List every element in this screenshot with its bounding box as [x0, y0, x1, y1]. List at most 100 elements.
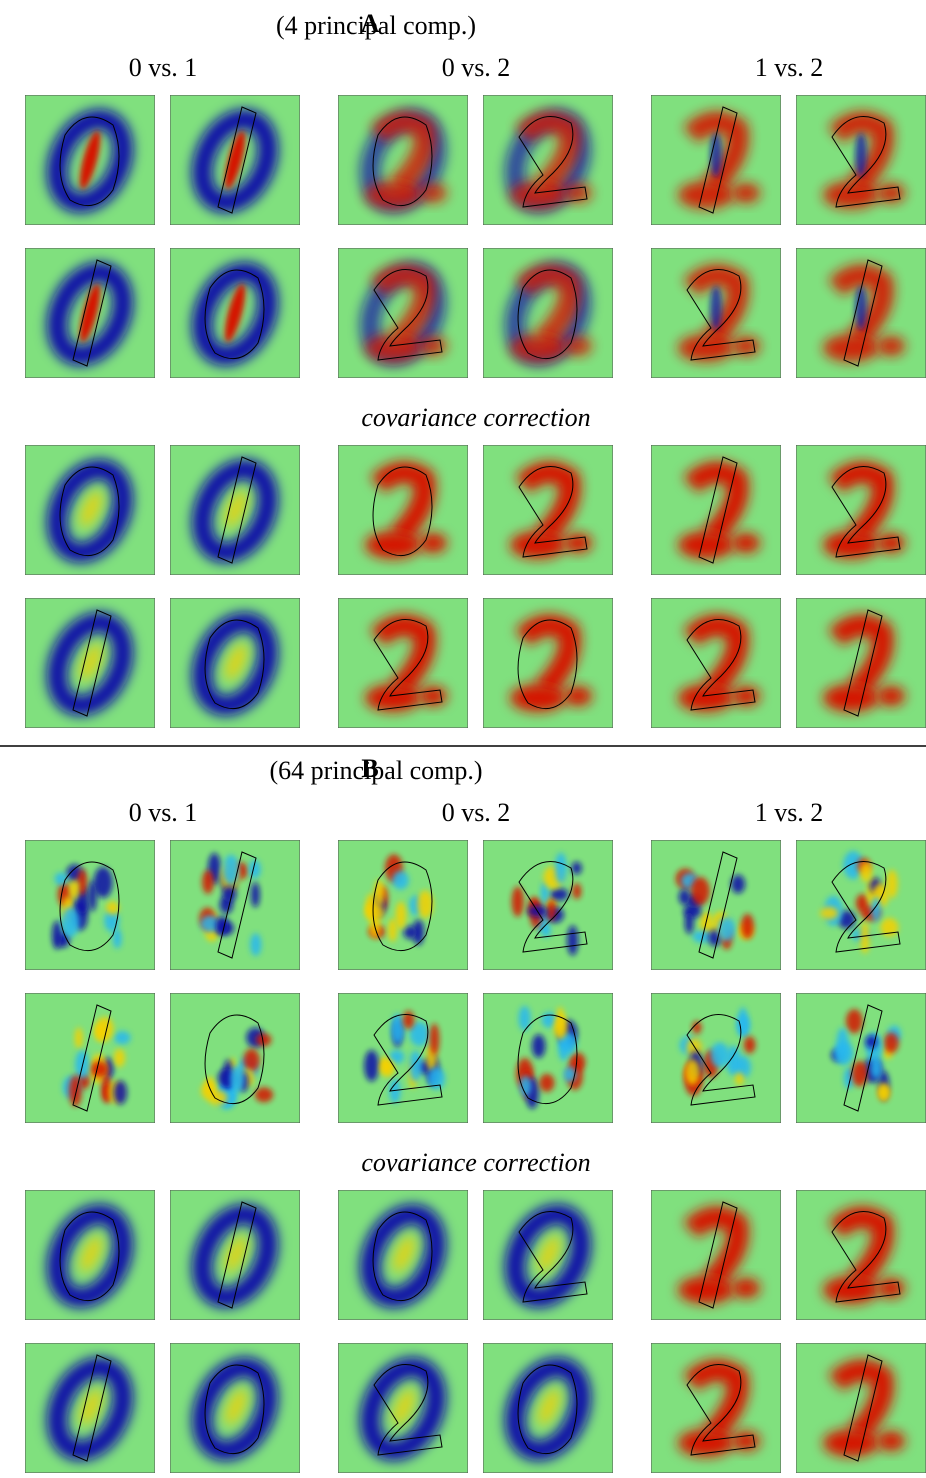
heatmap-image	[796, 1190, 926, 1320]
heatmap-image	[651, 598, 781, 728]
heat-spot	[69, 880, 80, 900]
heat-blob	[79, 283, 101, 343]
panel-subtitle: (4 principal comp.)	[276, 11, 476, 40]
heatmap-image	[796, 95, 926, 225]
heat-blob	[224, 643, 248, 681]
heat-spot	[836, 1027, 849, 1060]
heat-spot	[684, 911, 694, 934]
heat-blob	[370, 461, 436, 545]
correction-label: covariance correction	[361, 1148, 590, 1177]
heat-blob	[510, 334, 566, 362]
heat-blob	[855, 133, 867, 177]
heat-blob	[683, 1359, 749, 1443]
heat-blob	[732, 1278, 760, 1298]
digit-outline	[517, 619, 578, 710]
heat-spot	[395, 901, 407, 930]
heat-spot	[402, 1010, 415, 1030]
heatmap-image	[651, 1190, 781, 1320]
digit-outline	[217, 106, 257, 214]
digit-outline	[517, 269, 578, 360]
heatmap-image	[338, 1190, 468, 1320]
digit-outline	[686, 1014, 756, 1106]
heat-blob	[515, 461, 581, 545]
heat-spot	[68, 1075, 82, 1107]
heat-blob	[678, 181, 734, 209]
heat-spot	[88, 880, 97, 912]
digit-outline	[59, 861, 120, 952]
heat-spot	[113, 1080, 127, 1105]
heat-blob	[828, 264, 894, 348]
heatmap-image	[170, 598, 300, 728]
heat-spot	[254, 1087, 274, 1103]
heat-spot	[417, 890, 434, 919]
heat-spot	[734, 1072, 745, 1086]
heat-blob	[683, 1206, 749, 1290]
heatmap-image	[338, 445, 468, 575]
digit-outline	[72, 259, 112, 367]
panel-subtitle: (64 principal comp.)	[270, 756, 483, 785]
heat-spot	[250, 933, 262, 956]
digit-outline	[843, 259, 883, 367]
heat-spot	[519, 1075, 532, 1097]
digit-outline	[217, 456, 257, 564]
column-header: 0 vs. 2	[442, 798, 511, 827]
digit-outline	[686, 619, 756, 711]
heatmap-image	[338, 993, 468, 1123]
heat-spot	[75, 886, 89, 915]
heat-spot	[112, 928, 122, 949]
heat-blob	[224, 1235, 248, 1273]
heat-spot	[61, 907, 80, 938]
heat-blob	[224, 1388, 248, 1426]
heatmap-image	[338, 840, 468, 970]
heat-spot	[114, 1031, 131, 1045]
heat-spot	[883, 1032, 899, 1054]
heatmap-image	[170, 445, 300, 575]
digit-outline	[372, 861, 433, 952]
heat-blob	[392, 1388, 416, 1426]
digit-outline	[372, 116, 433, 207]
heat-spot	[572, 883, 582, 900]
heat-spot	[571, 861, 582, 875]
heat-spot	[886, 869, 898, 899]
heat-spot	[243, 1048, 260, 1072]
heatmap-image	[483, 445, 613, 575]
heatmap-image	[483, 993, 613, 1123]
heat-blob	[79, 643, 103, 681]
heat-spot	[427, 1067, 446, 1090]
heat-spot	[560, 1032, 577, 1055]
digit-outline	[517, 1014, 578, 1105]
digit-outline	[373, 269, 443, 361]
digit-outline	[204, 1014, 265, 1105]
digit-outline	[204, 619, 265, 710]
heatmap-image	[25, 993, 155, 1123]
heat-blob	[224, 283, 246, 343]
panel-label: A	[361, 9, 380, 38]
heatmap-image	[483, 840, 613, 970]
heat-spot	[870, 1057, 882, 1079]
column-header: 0 vs. 1	[129, 53, 198, 82]
heat-spot	[202, 870, 214, 894]
heat-spot	[708, 929, 721, 947]
heat-blob	[370, 614, 436, 698]
heatmap-image	[796, 993, 926, 1123]
heat-spot	[51, 920, 63, 950]
column-header: 0 vs. 1	[129, 798, 198, 827]
heatmap-image	[483, 1190, 613, 1320]
heat-blob	[683, 111, 749, 195]
heat-spot	[389, 1078, 401, 1104]
heat-spot	[546, 899, 556, 921]
heat-spot	[690, 876, 710, 906]
digit-outline	[72, 609, 112, 717]
heat-blob	[537, 1388, 561, 1426]
heatmap-image	[338, 1343, 468, 1473]
heat-blob	[823, 684, 879, 712]
heat-spot	[106, 901, 120, 915]
heatmap-image	[170, 95, 300, 225]
heatmap-image	[651, 445, 781, 575]
heatmap-image	[25, 248, 155, 378]
digit-outline	[686, 269, 756, 361]
heat-spot	[684, 1059, 701, 1086]
heat-blob	[732, 183, 760, 203]
heat-blob	[710, 133, 722, 177]
heat-blob	[419, 533, 447, 553]
